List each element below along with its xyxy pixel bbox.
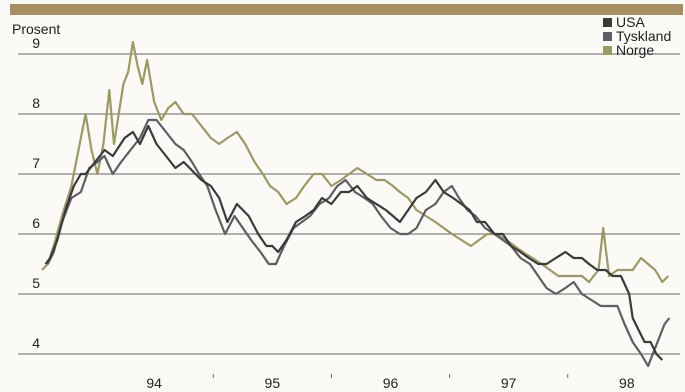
legend-swatch-norge bbox=[603, 46, 612, 55]
header-bar bbox=[10, 4, 683, 15]
legend-label-norge: Norge bbox=[616, 42, 654, 58]
y-tick-label: 8 bbox=[32, 95, 40, 111]
legend-label-tyskland: Tyskland bbox=[616, 28, 671, 44]
legend-swatch-tyskland bbox=[603, 32, 612, 41]
x-tick-label: 95 bbox=[265, 375, 281, 391]
x-tick-label: 96 bbox=[383, 375, 399, 391]
y-tick-labels: 4 5 6 7 8 9 bbox=[32, 35, 40, 351]
y-tick-label: 9 bbox=[32, 35, 40, 51]
y-tick-label: 4 bbox=[32, 335, 40, 351]
legend-label-usa: USA bbox=[616, 14, 645, 30]
x-tick-label: 97 bbox=[501, 375, 517, 391]
series-line-usa bbox=[44, 124, 664, 361]
series-line-tyskland bbox=[46, 118, 671, 368]
y-axis-unit-label: Prosent bbox=[12, 21, 60, 37]
legend-swatch-usa bbox=[603, 18, 612, 27]
x-tick-labels: 94 95 96 97 98 bbox=[146, 374, 635, 391]
y-tick-label: 5 bbox=[32, 275, 40, 291]
series-lines bbox=[41, 40, 671, 368]
x-tick-label: 94 bbox=[146, 375, 162, 391]
x-tick-label: 98 bbox=[619, 375, 635, 391]
y-tick-label: 6 bbox=[32, 215, 40, 231]
y-tick-label: 7 bbox=[32, 155, 40, 171]
series-line-norge bbox=[41, 40, 669, 284]
